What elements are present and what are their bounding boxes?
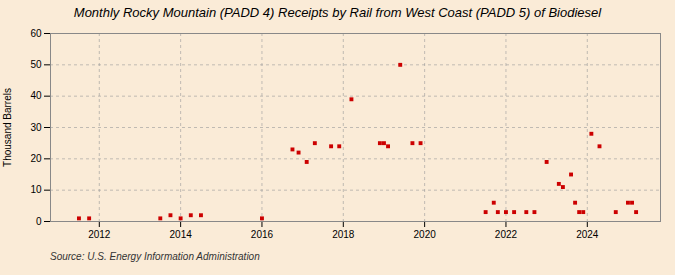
svg-text:40: 40 bbox=[30, 90, 42, 101]
html-text:Source: U.S. Energy Informatio: Source: U.S. Energy Information Administ… bbox=[50, 251, 260, 262]
svg-text:2016: 2016 bbox=[251, 229, 274, 240]
svg-text:2024: 2024 bbox=[576, 229, 599, 240]
svg-text:60: 60 bbox=[30, 28, 42, 39]
svg-text:2012: 2012 bbox=[88, 229, 111, 240]
svg-text:Thousand Barrels: Thousand Barrels bbox=[2, 88, 13, 167]
svg-text:2014: 2014 bbox=[170, 229, 193, 240]
svg-text:0: 0 bbox=[36, 216, 42, 227]
svg-text:2022: 2022 bbox=[495, 229, 518, 240]
svg-text:2020: 2020 bbox=[414, 229, 437, 240]
svg-text:50: 50 bbox=[30, 59, 42, 70]
svg-text:30: 30 bbox=[30, 122, 42, 133]
html-text:Monthly Rocky Mountain (PADD 4: Monthly Rocky Mountain (PADD 4) Receipts… bbox=[73, 5, 602, 20]
svg-text:10: 10 bbox=[30, 184, 42, 195]
svg-text:20: 20 bbox=[30, 153, 42, 164]
svg-text:2018: 2018 bbox=[332, 229, 355, 240]
